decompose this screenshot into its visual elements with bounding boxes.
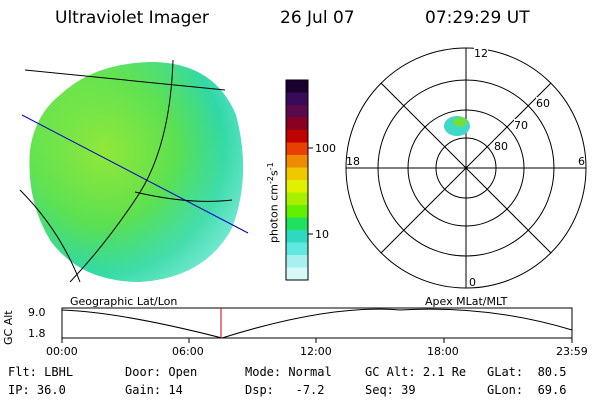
longitude-line	[69, 59, 174, 283]
apex-title: Apex MLat/MLT	[425, 295, 508, 308]
alt-max-label: 9.0	[28, 306, 46, 319]
mlt-label-12: 12	[474, 47, 488, 60]
colorbar-step	[286, 142, 308, 156]
colorbar-tick-100: 100	[315, 142, 336, 155]
time-tick-0600: 06:00	[172, 345, 204, 358]
colorbar-step	[286, 167, 308, 181]
time-tick-2359: 23:59	[556, 345, 588, 358]
terminator-line	[21, 114, 249, 234]
colorbar-step	[286, 80, 308, 93]
glon-info: GLon: 69.6	[487, 383, 567, 397]
colorbar-step	[286, 255, 308, 268]
mode-info: Mode: Normal	[245, 365, 332, 379]
geographic-title: Geographic Lat/Lon	[70, 295, 178, 308]
time-tick-1800: 18:00	[427, 345, 459, 358]
colorbar-step	[286, 230, 308, 243]
dsp-info: Dsp: -7.2	[245, 383, 325, 397]
ip-info: IP: 36.0	[8, 383, 66, 397]
latitude-line	[134, 191, 233, 202]
colorbar-step	[286, 192, 308, 206]
image-time: 07:29:29 UT	[425, 8, 530, 28]
mlt-label-0: 0	[469, 276, 476, 289]
mlt-label-6: 6	[578, 155, 585, 168]
seq-info: Seq: 39	[365, 383, 416, 397]
colorbar-step	[286, 117, 308, 131]
image-date: 26 Jul 07	[280, 8, 355, 28]
latitude-line	[24, 69, 226, 91]
alt-min-label: 1.8	[28, 327, 46, 340]
colorbar-tick-10: 10	[315, 228, 329, 241]
lat-label-80: 80	[494, 140, 508, 153]
lat-label-70: 70	[514, 119, 528, 132]
colorbar-step	[286, 155, 308, 168]
longitude-line	[19, 189, 81, 283]
colorbar-step	[286, 130, 308, 143]
mlt-label-18: 18	[346, 155, 360, 168]
time-tick-1200: 12:00	[300, 345, 332, 358]
colorbar-step	[286, 105, 308, 118]
gain-info: Gain: 14	[125, 383, 183, 397]
colorbar-step	[286, 205, 308, 218]
polar-aurora-blob	[444, 116, 470, 136]
colorbar-step	[286, 242, 308, 256]
gc-alt-info: GC Alt: 2.1 Re	[365, 365, 467, 379]
colorbar-step	[286, 92, 308, 106]
colorbar-step	[286, 267, 308, 281]
colorbar-step	[286, 180, 308, 193]
glat-info: GLat: 80.5	[487, 365, 567, 379]
earth-disk	[29, 62, 244, 282]
lat-label-60: 60	[536, 97, 550, 110]
colorbar-step	[286, 217, 308, 231]
filter-info: Flt: LBHL	[8, 365, 74, 379]
door-info: Door: Open	[125, 365, 198, 379]
app-title: Ultraviolet Imager	[55, 8, 209, 28]
altitude-curve	[61, 308, 573, 339]
time-tick-0000: 00:00	[46, 345, 78, 358]
